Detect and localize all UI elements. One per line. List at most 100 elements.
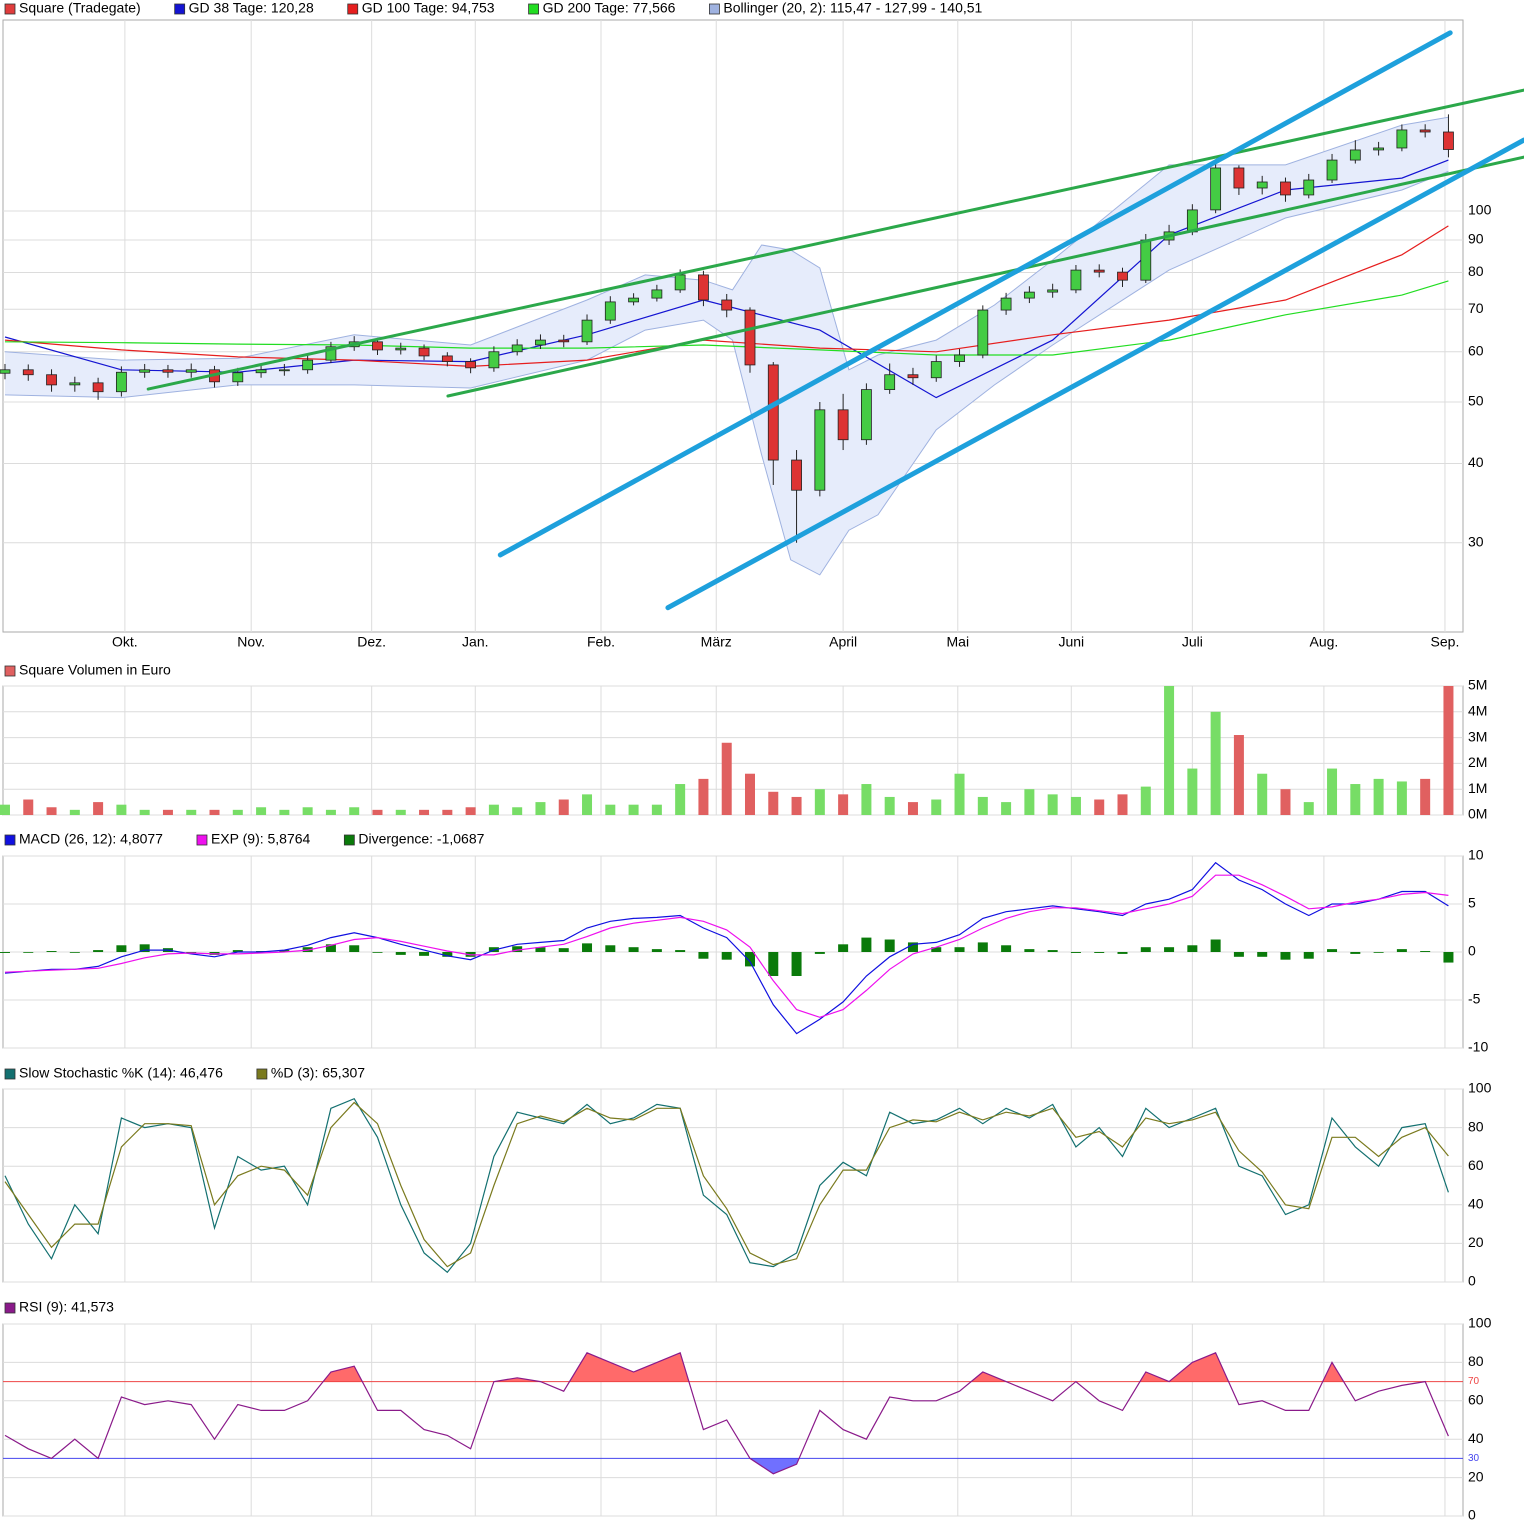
divergence-bar <box>1420 951 1431 952</box>
divergence-bar <box>325 944 336 952</box>
divergence-bar <box>279 950 290 952</box>
candle-body <box>861 389 872 441</box>
divergence-bar <box>931 947 942 952</box>
volume-bar <box>46 807 57 815</box>
volume-bar <box>232 809 243 815</box>
divergence-bar <box>139 944 150 952</box>
y-tick-label: 20 <box>1468 1234 1484 1250</box>
indicator-line <box>4 1101 1449 1268</box>
volume-bar <box>419 809 430 815</box>
candle-body <box>302 359 314 371</box>
volume-bar <box>1117 794 1128 815</box>
candle-body <box>441 355 453 362</box>
candle-body <box>0 369 11 374</box>
legend-label: RSI (9): 41,573 <box>19 1299 114 1315</box>
divergence-bar <box>1350 952 1361 954</box>
candle-body <box>767 364 779 461</box>
candle-body <box>698 274 709 301</box>
volume-bar <box>1257 773 1268 815</box>
volume-bar <box>954 773 965 815</box>
x-tick-label: April <box>829 634 857 650</box>
legend-label: GD 200 Tage: 77,566 <box>543 0 676 16</box>
y-tick-label: 50 <box>1468 393 1484 409</box>
candle-body <box>1000 297 1012 311</box>
y-tick-label: 5 <box>1468 895 1476 911</box>
candle-body <box>721 299 733 311</box>
volume-bar <box>1094 799 1105 815</box>
y-tick-label: 0 <box>1468 1507 1476 1523</box>
legend-swatch <box>347 3 359 15</box>
divergence-bar <box>535 947 546 952</box>
y-tick-label: 20 <box>1468 1468 1484 1484</box>
divergence-bar <box>1280 952 1291 960</box>
divergence-bar <box>838 944 849 952</box>
divergence-bar <box>954 947 965 952</box>
candle-body <box>884 374 896 391</box>
volume-bar <box>907 802 918 815</box>
legend-swatch <box>4 1068 16 1080</box>
divergence-bar <box>93 950 104 952</box>
x-tick-label: Jan. <box>462 634 488 650</box>
y-tick-label: 0M <box>1468 806 1487 822</box>
x-tick-label: Okt. <box>112 634 138 650</box>
y-tick-label: 40 <box>1468 1196 1484 1212</box>
volume-bar <box>139 809 150 815</box>
volume-bar <box>605 804 616 815</box>
indicator-line <box>4 1097 1449 1274</box>
volume-bar <box>791 796 802 815</box>
candle-body <box>628 297 639 303</box>
candle-body <box>511 344 523 353</box>
volume-bar <box>1280 789 1291 815</box>
y-tick-label: 3M <box>1468 728 1487 744</box>
divergence-bar <box>698 952 709 959</box>
divergence-bar <box>23 952 34 953</box>
x-tick-label: Aug. <box>1309 634 1338 650</box>
volume-bar <box>186 809 197 815</box>
y-tick-label: -5 <box>1468 991 1481 1007</box>
y-tick-label: 0 <box>1468 1273 1476 1289</box>
volume-bar <box>628 804 639 815</box>
candle-body <box>604 301 616 321</box>
candle-body <box>1233 167 1245 189</box>
legend-label: MACD (26, 12): 4,8077 <box>19 831 163 847</box>
candle-body <box>1280 181 1291 196</box>
divergence-bar <box>1303 952 1314 959</box>
candle-body <box>465 361 477 369</box>
volume-bar <box>651 804 662 815</box>
divergence-bar <box>768 952 779 976</box>
volume-bar <box>1233 735 1244 815</box>
divergence-bar <box>512 946 523 952</box>
volume-bar <box>1373 778 1384 815</box>
divergence-bar <box>1140 947 1151 952</box>
divergence-bar <box>1373 952 1384 953</box>
candle-body <box>22 369 34 376</box>
moving-average <box>4 280 1449 356</box>
volume-bar <box>395 809 406 815</box>
y-tick-label: 10 <box>1468 847 1484 863</box>
divergence-bar <box>69 952 80 953</box>
candle-body <box>814 409 826 491</box>
volume-bar <box>302 807 313 815</box>
candle-body <box>418 347 430 357</box>
candle-body <box>930 361 942 379</box>
candle-body <box>1093 269 1105 273</box>
volume-bar <box>675 784 686 815</box>
plot-frame <box>2 685 1464 816</box>
legend-label: GD 100 Tage: 94,753 <box>362 0 495 16</box>
candle-body <box>1023 291 1035 299</box>
candle-body <box>185 369 197 373</box>
divergence-bar <box>1257 952 1268 957</box>
y-tick-label: 60 <box>1468 1157 1484 1173</box>
y-tick-label: -10 <box>1468 1039 1488 1055</box>
volume-bar <box>582 794 593 815</box>
indicator-line <box>4 874 1449 1018</box>
divergence-bar <box>1024 949 1035 952</box>
volume-bar <box>69 809 80 815</box>
divergence-bar <box>1396 949 1407 952</box>
candle-body <box>558 339 570 343</box>
legend-label: Square (Tradegate) <box>19 0 141 16</box>
candle-body <box>837 409 849 441</box>
divergence-bar <box>0 952 10 953</box>
divergence-bar <box>1070 952 1081 953</box>
divergence-bar <box>884 939 895 952</box>
